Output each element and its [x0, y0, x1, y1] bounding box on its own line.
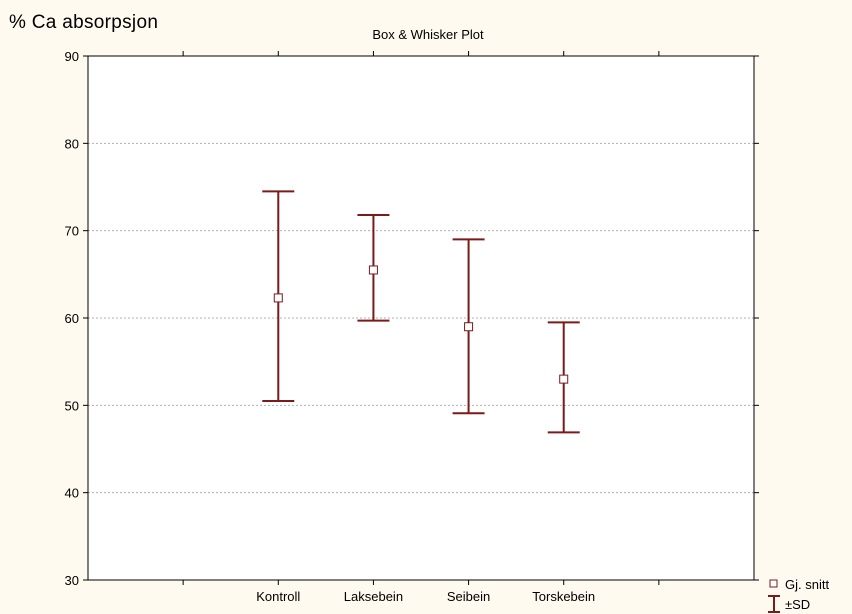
- y-tick-label: 30: [65, 573, 79, 588]
- y-tick-label: 70: [65, 224, 79, 239]
- mean-marker: [273, 293, 283, 303]
- y-axis-label: % Ca absorpsjon: [9, 12, 159, 33]
- y-tick-label: 60: [65, 311, 79, 326]
- mean-marker-icon: [769, 579, 778, 588]
- y-tick-label: 90: [65, 49, 79, 64]
- mean-marker: [559, 374, 569, 384]
- legend-sd-label: ±SD: [785, 596, 811, 612]
- mean-marker: [368, 265, 378, 275]
- mean-marker: [464, 322, 474, 332]
- legend: Gj. snitt ±SD: [767, 574, 829, 614]
- legend-mean: Gj. snitt: [767, 574, 829, 594]
- legend-sd: ±SD: [767, 594, 829, 614]
- legend-mean-label: Gj. snitt: [785, 576, 830, 592]
- y-tick-label: 40: [65, 486, 79, 501]
- chart-title: Box & Whisker Plot: [372, 27, 484, 42]
- x-category-label: Kontroll: [256, 589, 300, 604]
- x-category-label: Seibein: [447, 589, 490, 604]
- y-tick-label: 80: [65, 136, 79, 151]
- y-tick-label: 50: [65, 398, 79, 413]
- sd-whisker-icon: [768, 595, 780, 613]
- x-category-label: Laksebein: [344, 589, 403, 604]
- x-category-label: Torskebein: [532, 589, 595, 604]
